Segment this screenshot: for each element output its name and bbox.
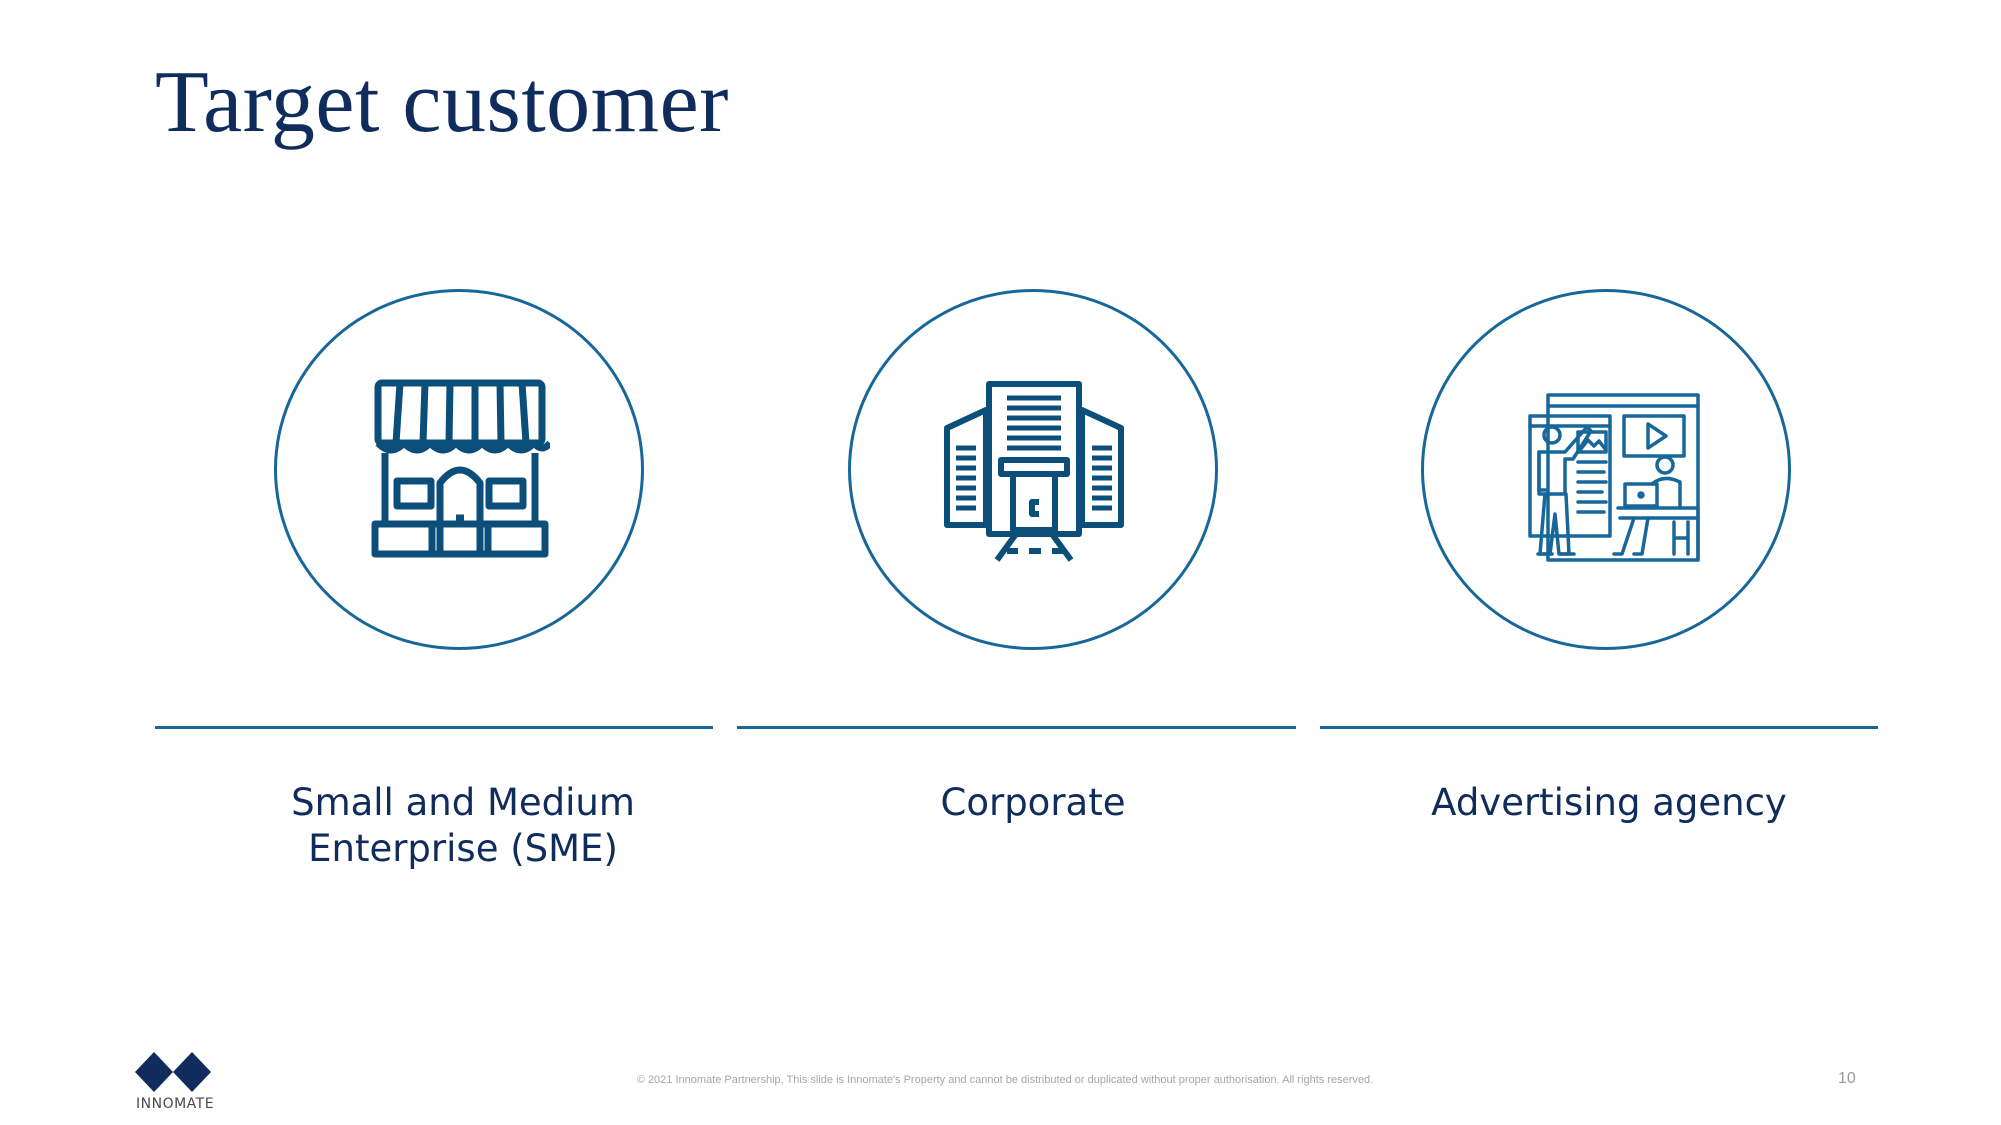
corporate-label-line1: Corporate	[940, 781, 1126, 824]
sme-circle	[274, 289, 644, 650]
digital-marketing-team-icon	[1528, 393, 1700, 562]
logo-text: INNOMATE	[136, 1096, 215, 1112]
sme-label-line2: Enterprise (SME)	[308, 827, 618, 870]
page-number: 10	[1838, 1070, 1856, 1087]
innomate-logo-icon	[135, 1052, 211, 1092]
storefront-icon	[371, 379, 550, 558]
agency-circle	[1421, 289, 1791, 650]
corporate-circle	[848, 289, 1218, 650]
sme-label-line1: Small and Medium	[291, 781, 635, 824]
agency-label-line1: Advertising agency	[1431, 781, 1787, 824]
corporate-label: Corporate	[753, 780, 1313, 826]
sme-label: Small and Medium Enterprise (SME)	[183, 780, 743, 872]
slide-title: Target customer	[155, 54, 729, 151]
sme-divider	[155, 726, 713, 729]
corporate-divider	[737, 726, 1296, 729]
office-building-icon	[944, 381, 1124, 562]
copyright-notice: © 2021 Innomate Partnership, This slide …	[636, 1074, 1374, 1086]
agency-divider	[1320, 726, 1878, 729]
agency-label: Advertising agency	[1329, 780, 1889, 826]
